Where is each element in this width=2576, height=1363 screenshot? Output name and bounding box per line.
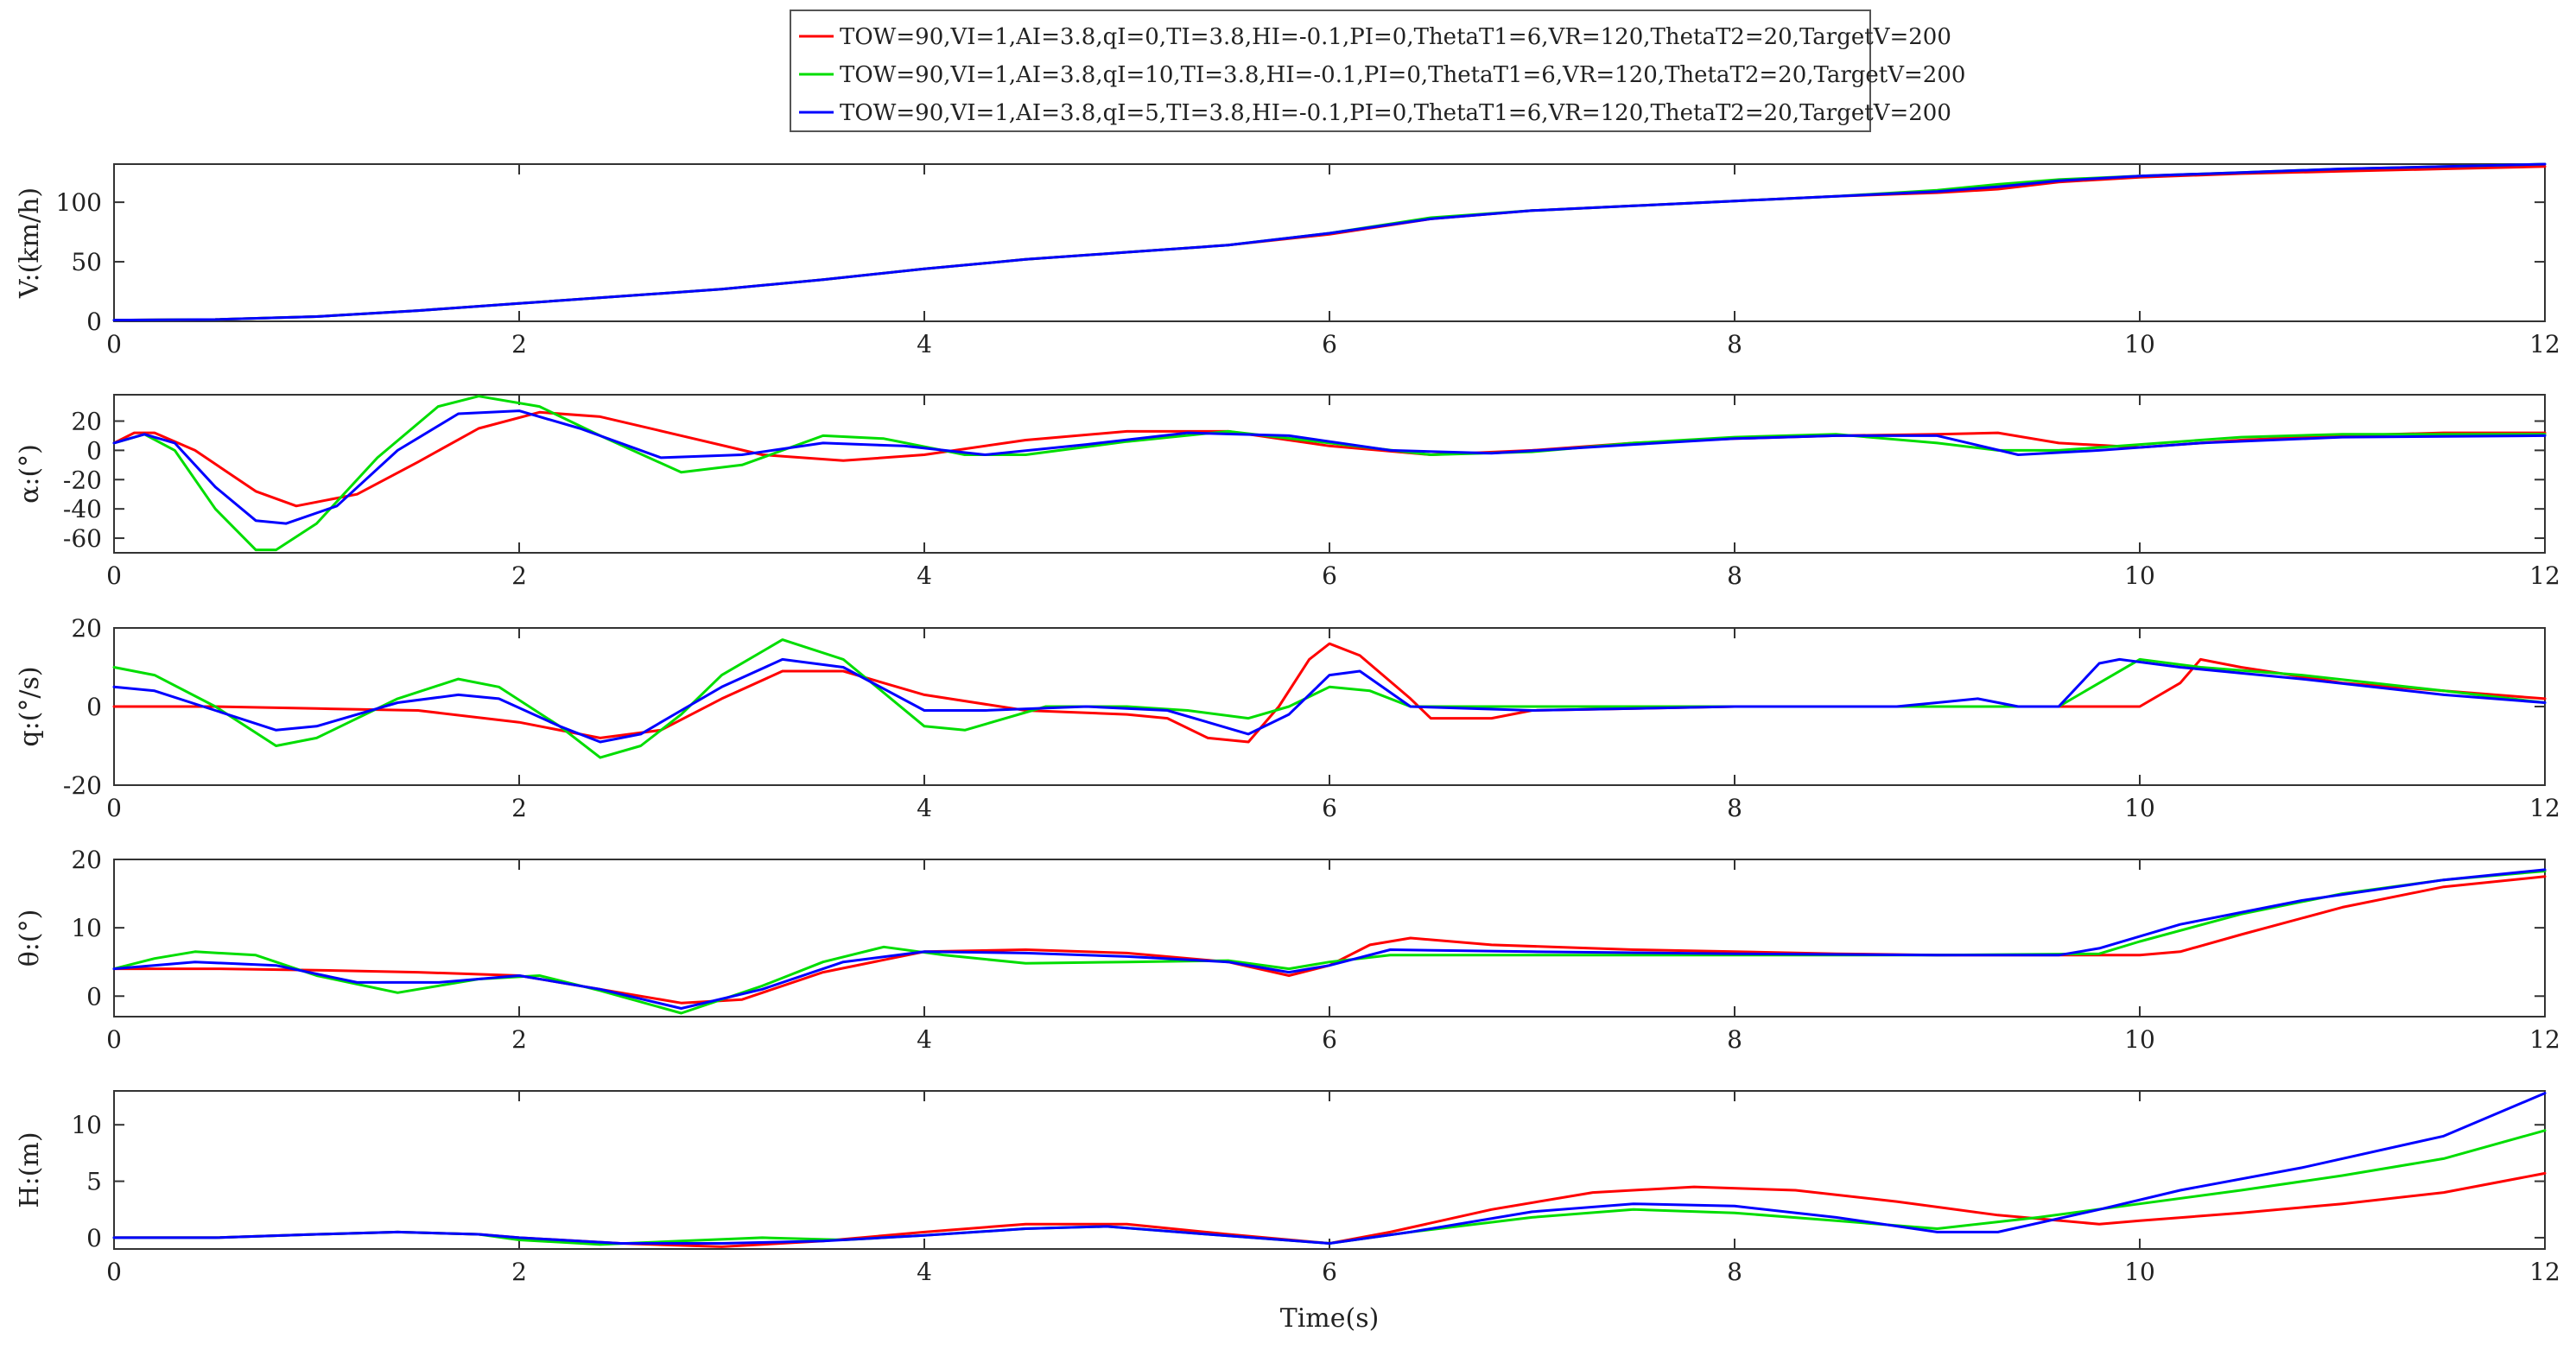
- x-tick-label: 6: [1322, 1025, 1337, 1054]
- legend-box: [790, 10, 1871, 132]
- x-tick-label: 10: [2124, 561, 2155, 590]
- x-tick-label: 2: [511, 794, 527, 822]
- x-tick-label: 10: [2124, 330, 2155, 358]
- x-tick-label: 2: [511, 330, 527, 358]
- y-tick-label: -40: [63, 495, 102, 523]
- x-tick-label: 4: [917, 561, 932, 590]
- x-tick-label: 2: [511, 1258, 527, 1286]
- series-line: [112, 410, 2547, 508]
- x-tick-label: 6: [1322, 330, 1337, 358]
- series-line: [112, 1171, 2547, 1248]
- plot-frame: [113, 1090, 2546, 1250]
- x-tick-label: 8: [1727, 561, 1742, 590]
- x-tick-label: 4: [917, 1025, 932, 1054]
- y-axis-label: θ:(°): [15, 910, 45, 967]
- x-tick-label: 4: [917, 794, 932, 822]
- x-tick-label: 0: [106, 794, 122, 822]
- series-line: [112, 165, 2547, 322]
- y-tick-label: 20: [71, 614, 102, 643]
- y-tick-label: 0: [86, 436, 102, 465]
- y-tick-label: 20: [71, 408, 102, 436]
- series-line: [112, 395, 2547, 552]
- x-tick-label: 4: [917, 330, 932, 358]
- y-axis-label: V:(km/h): [15, 187, 45, 299]
- y-axis-label: H:(m): [15, 1132, 45, 1208]
- x-tick-label: 0: [106, 561, 122, 590]
- x-tick-label: 12: [2529, 794, 2560, 822]
- y-tick-label: 0: [86, 1224, 102, 1252]
- x-tick-label: 0: [106, 1025, 122, 1054]
- series-line: [112, 1129, 2547, 1246]
- x-tick-label: 6: [1322, 794, 1337, 822]
- series-line: [112, 657, 2547, 744]
- y-tick-label: -20: [63, 771, 102, 800]
- legend-entry: TOW=90,VI=1,AI=3.8,qI=5,TI=3.8,HI=-0.1,P…: [840, 100, 1951, 126]
- chart-panel: 0 2 4 6 8 10 12 0 50 100 V:(km/h): [15, 162, 2560, 358]
- y-tick-label: 50: [71, 248, 102, 276]
- x-tick-label: 10: [2124, 794, 2155, 822]
- series-line: [112, 642, 2547, 744]
- x-tick-label: 10: [2124, 1025, 2155, 1054]
- x-tick-label: 12: [2529, 1258, 2560, 1286]
- legend-entry: TOW=90,VI=1,AI=3.8,qI=0,TI=3.8,HI=-0.1,P…: [840, 24, 1951, 50]
- plot-frame: [113, 394, 2546, 554]
- y-axis-label: q:(°/s): [15, 666, 45, 746]
- y-tick-label: 0: [86, 693, 102, 721]
- x-tick-label: 10: [2124, 1258, 2155, 1286]
- y-tick-label: -60: [63, 524, 102, 553]
- x-tick-label: 2: [511, 1025, 527, 1054]
- x-tick-label: 8: [1727, 1258, 1742, 1286]
- x-tick-label: 2: [511, 561, 527, 590]
- x-axis-label: Time(s): [1280, 1303, 1380, 1334]
- series-line: [112, 1092, 2547, 1245]
- x-tick-label: 12: [2529, 561, 2560, 590]
- plot-frame: [113, 163, 2546, 322]
- x-tick-label: 12: [2529, 330, 2560, 358]
- x-tick-label: 8: [1727, 330, 1742, 358]
- chart-panel: 0 2 4 6 8 10 12 0 10 20 θ:(°): [15, 846, 2560, 1054]
- series-line: [112, 409, 2547, 525]
- legend-entry: TOW=90,VI=1,AI=3.8,qI=10,TI=3.8,HI=-0.1,…: [840, 62, 1965, 88]
- y-tick-label: 10: [71, 914, 102, 942]
- series-line: [112, 162, 2547, 322]
- chart-panel: 0 2 4 6 8 10 12 0 5 10 H:(m): [15, 1090, 2560, 1286]
- plot-frame: [113, 859, 2546, 1017]
- y-axis-label: α:(°): [15, 444, 45, 504]
- y-tick-label: 10: [71, 1111, 102, 1139]
- x-tick-label: 0: [106, 1258, 122, 1286]
- y-tick-label: -20: [63, 466, 102, 494]
- series-line: [112, 638, 2547, 759]
- series-line: [112, 162, 2547, 322]
- plot-frame: [113, 627, 2546, 786]
- series-line: [112, 870, 2547, 1015]
- y-tick-label: 5: [86, 1168, 102, 1196]
- series-line: [112, 868, 2547, 1010]
- x-tick-label: 4: [917, 1258, 932, 1286]
- y-tick-label: 20: [71, 846, 102, 874]
- y-tick-label: 0: [86, 307, 102, 336]
- chart-legend: TOW=90,VI=1,AI=3.8,qI=0,TI=3.8,HI=-0.1,P…: [790, 10, 1965, 132]
- series-line: [112, 875, 2547, 1005]
- x-tick-label: 8: [1727, 794, 1742, 822]
- x-tick-label: 6: [1322, 561, 1337, 590]
- x-tick-label: 6: [1322, 1258, 1337, 1286]
- x-tick-label: 8: [1727, 1025, 1742, 1054]
- y-tick-label: 100: [56, 188, 102, 217]
- x-tick-label: 0: [106, 330, 122, 358]
- y-tick-label: 0: [86, 982, 102, 1011]
- x-tick-label: 12: [2529, 1025, 2560, 1054]
